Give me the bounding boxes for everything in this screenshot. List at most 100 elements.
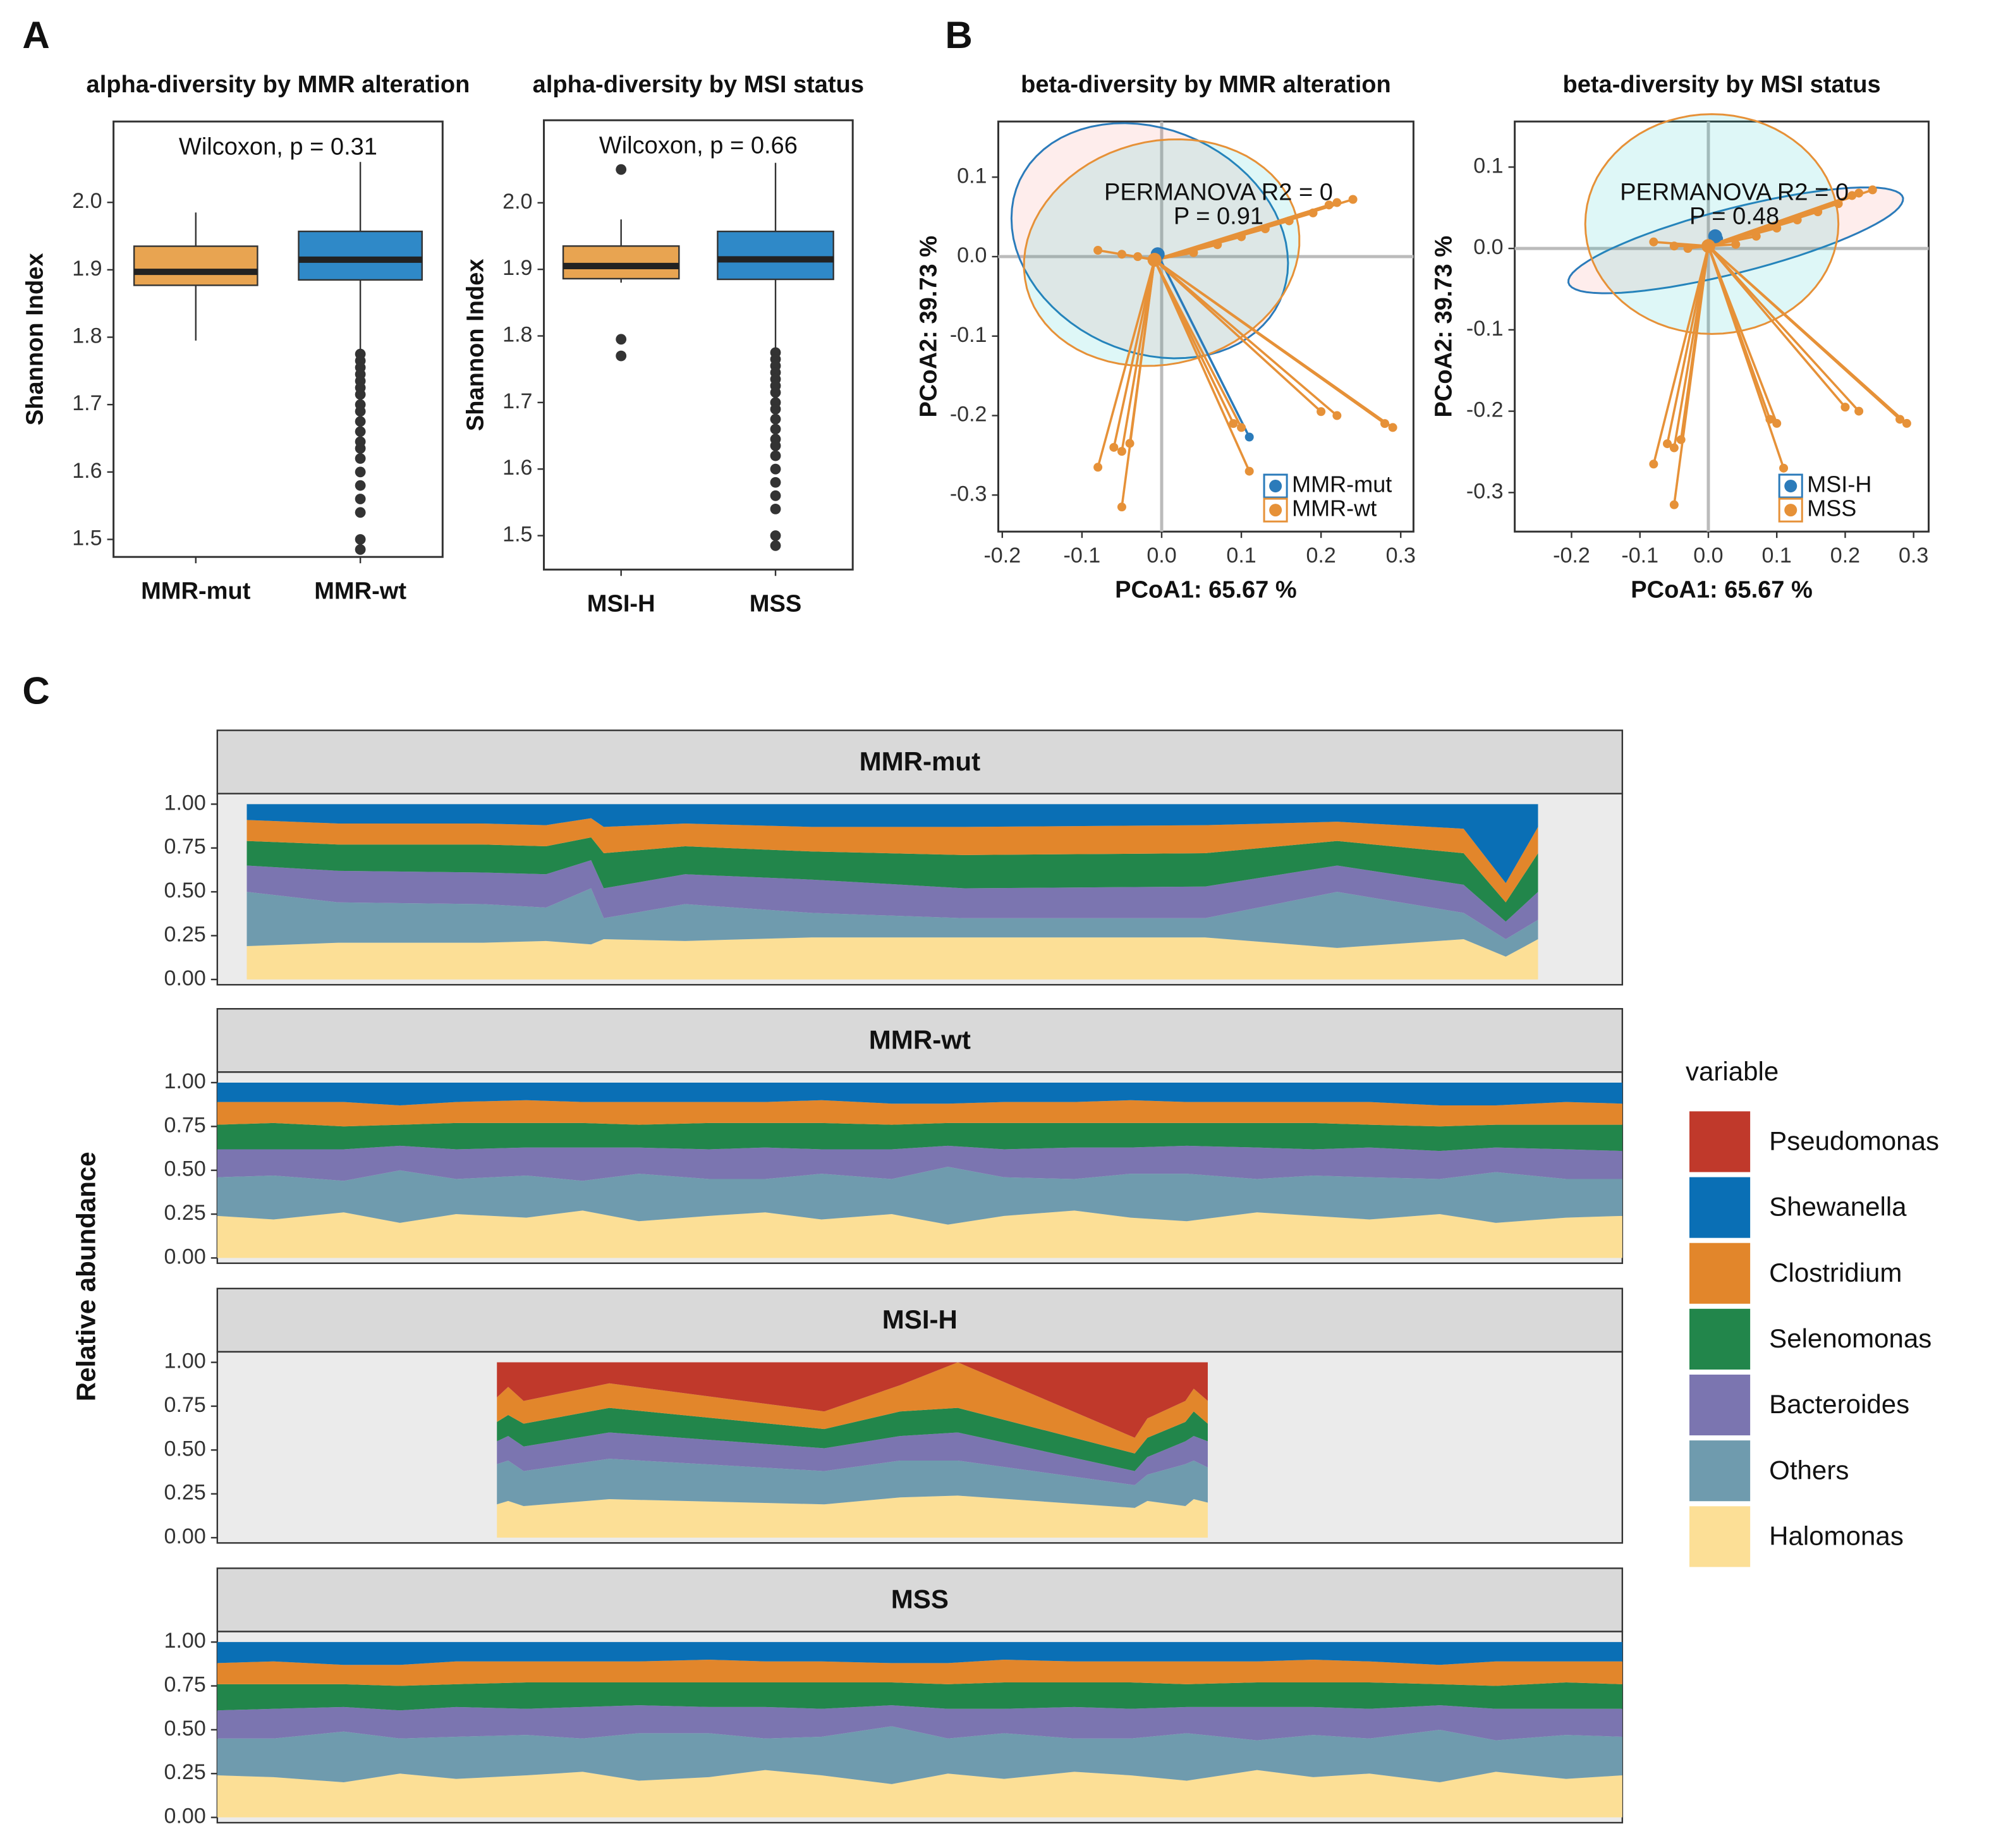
area [246, 837, 1538, 922]
box [298, 230, 423, 281]
x-tick-label: -0.2 [983, 544, 1021, 568]
chart-title: alpha-diversity by MMR alteration [87, 71, 470, 98]
area [217, 1100, 1622, 1127]
outlier [770, 540, 781, 551]
x-tick-label: 0.2 [1830, 544, 1860, 568]
legend-key [1269, 480, 1282, 493]
y-tick-label: 0.00 [164, 1524, 206, 1548]
outlier [770, 423, 781, 435]
point [1348, 195, 1358, 204]
point [1332, 198, 1342, 207]
spider-line [1707, 245, 1846, 408]
facet-title: MMR-mut [860, 746, 981, 776]
spider-line [1707, 245, 1908, 425]
point [1792, 216, 1802, 225]
spider-line [1673, 246, 1710, 505]
spider-line [1121, 259, 1156, 508]
legend-key [1689, 1506, 1751, 1567]
point [1213, 240, 1222, 250]
point [1683, 244, 1693, 253]
y-tick-label: 2.0 [502, 190, 532, 214]
outlier [616, 334, 627, 345]
legend-key [1784, 504, 1797, 517]
x-tick-label: 0.0 [1147, 544, 1176, 568]
facet-title: MSI-H [882, 1304, 958, 1334]
point [1854, 188, 1864, 198]
spider-line [1157, 253, 1251, 438]
facet-title: MMR-wt [869, 1024, 971, 1054]
area [217, 1082, 1622, 1105]
point [1380, 419, 1390, 429]
outlier [355, 406, 366, 417]
legend-title: variable [1686, 1056, 1779, 1086]
y-tick-label: 1.8 [72, 324, 102, 348]
y-tick-label: 2.0 [72, 189, 102, 213]
chart-title: beta-diversity by MMR alteration [1021, 71, 1391, 98]
y-tick-label: 0.75 [164, 1673, 206, 1697]
annotation: Wilcoxon, p = 0.31 [179, 133, 377, 160]
area [497, 1362, 1208, 1438]
spider-line [1652, 245, 1710, 465]
legend-key [1778, 497, 1803, 523]
point [1284, 216, 1294, 226]
point [1308, 208, 1318, 217]
outlier [616, 164, 627, 175]
spider-line [1707, 245, 1785, 469]
area [217, 1642, 1622, 1665]
x-tick-label: MSI-H [587, 590, 655, 617]
y-tick-label: -0.3 [1466, 479, 1504, 503]
point [1663, 439, 1672, 449]
point [1093, 245, 1103, 255]
area [217, 1210, 1622, 1258]
x-tick-label: 0.3 [1386, 544, 1416, 568]
annotation: P = 0.91 [1174, 204, 1263, 230]
y-tick-label: 1.00 [164, 1349, 206, 1373]
y-tick-label: 1.8 [502, 323, 532, 347]
point [1813, 207, 1823, 217]
point [1317, 407, 1326, 416]
legend-label: Bacteroides [1769, 1389, 1909, 1419]
panel-label: A [22, 14, 49, 56]
spider-line [1707, 245, 1860, 412]
legend-key [1689, 1374, 1751, 1436]
y-tick-label: 1.7 [72, 391, 102, 415]
legend-label: MMR-wt [1292, 495, 1377, 521]
y-tick-label: 0.00 [164, 1804, 206, 1828]
area [217, 1705, 1622, 1741]
y-tick-label: 0.00 [164, 966, 206, 990]
legend-key [1689, 1177, 1751, 1238]
y-tick-label: 0.25 [164, 1201, 206, 1225]
point [1125, 439, 1134, 448]
point [1117, 250, 1126, 259]
x-axis-label: PCoA1: 65.67 % [1631, 576, 1813, 603]
legend-label: Shewanella [1769, 1192, 1907, 1222]
point [1868, 185, 1877, 195]
point [1834, 199, 1843, 209]
legend-key [1689, 1440, 1751, 1502]
point [1840, 403, 1850, 412]
spider-line [1666, 245, 1710, 444]
legend-label: MMR-mut [1292, 471, 1392, 497]
area [246, 860, 1538, 940]
annotation: P = 0.48 [1689, 204, 1779, 230]
y-tick-label: 1.7 [502, 389, 532, 413]
point [1669, 443, 1679, 453]
spider-line [1153, 258, 1322, 413]
y-tick-label: 1.6 [72, 459, 102, 483]
x-tick-label: 0.3 [1899, 544, 1928, 568]
y-tick-label: 0.1 [957, 164, 987, 188]
annotation: Wilcoxon, p = 0.66 [599, 132, 798, 159]
point [1669, 241, 1679, 251]
outlier [355, 480, 366, 491]
x-tick-label: 0.2 [1306, 544, 1335, 568]
panel-label: B [945, 14, 972, 56]
area [497, 1495, 1208, 1538]
outlier [770, 387, 781, 398]
spider-line [1708, 191, 1859, 247]
spider-line [1153, 258, 1338, 416]
point [1388, 423, 1397, 432]
legend-label: Others [1769, 1455, 1849, 1485]
box [562, 245, 680, 280]
y-tick-label: 1.00 [164, 1629, 206, 1653]
point [1772, 223, 1782, 233]
